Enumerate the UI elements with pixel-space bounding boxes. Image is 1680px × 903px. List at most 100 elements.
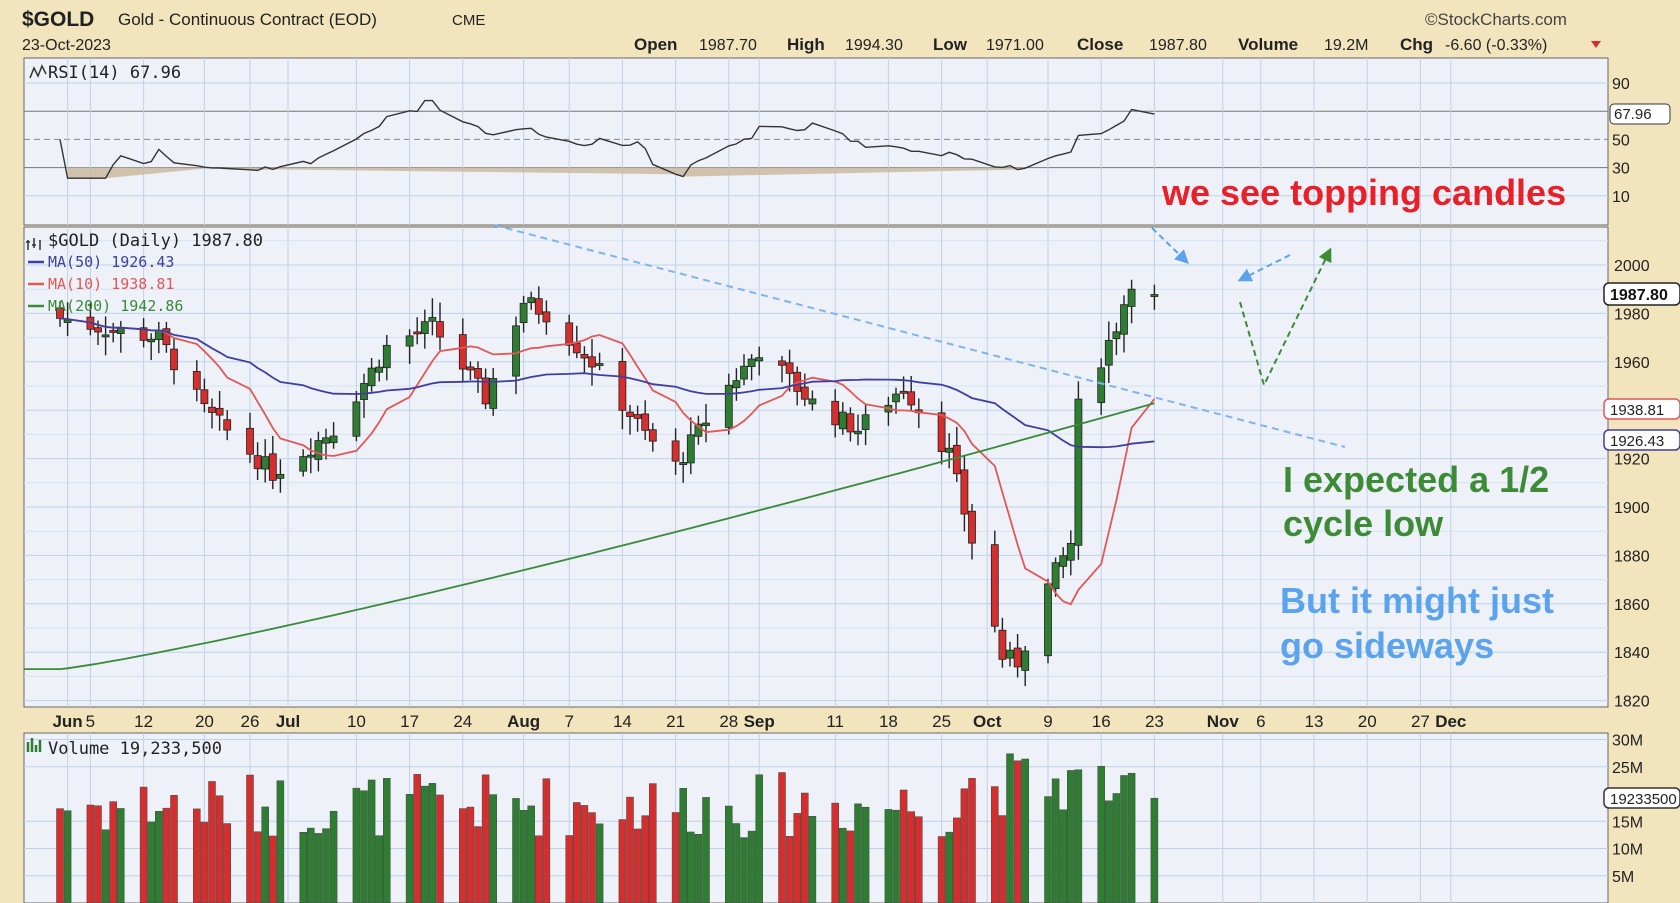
volume-bar — [215, 795, 224, 903]
symbol-title: $GOLD — [22, 8, 94, 31]
candle-up — [360, 383, 368, 400]
candle-up — [945, 447, 954, 453]
candle-down — [94, 327, 102, 333]
ma50-legend: MA(50) 1926.43 — [48, 253, 174, 271]
volume-bar — [1059, 809, 1067, 903]
volume-bar — [907, 811, 915, 903]
volume-bar — [755, 774, 763, 903]
low-value: 1971.00 — [986, 37, 1044, 54]
topping-annotation: we see topping candles — [1161, 172, 1566, 213]
x-tick-label: 28 — [719, 712, 738, 731]
x-tick-label: 20 — [195, 712, 214, 731]
candle-up — [808, 398, 817, 405]
candle-down — [109, 330, 118, 333]
date-label: 23-Oct-2023 — [22, 37, 111, 54]
volume-legend-text: Volume 19,233,500 — [48, 739, 222, 759]
volume-bar — [246, 774, 254, 903]
candle-up — [489, 378, 498, 409]
volume-bar — [276, 780, 285, 903]
volume-label: Volume — [1238, 35, 1298, 54]
candle-up — [1112, 331, 1121, 340]
candle-down — [633, 414, 642, 419]
high-value: 1994.30 — [845, 37, 903, 54]
instrument-name: Gold - Continuous Contract (EOD) — [118, 10, 377, 29]
volume-bar — [953, 817, 961, 903]
x-tick-label: Jul — [276, 712, 301, 731]
candle-up — [1021, 650, 1030, 671]
candle-up — [375, 366, 384, 373]
price-tick-label: 1860 — [1614, 597, 1650, 614]
volume-bar — [86, 804, 95, 903]
down-triangle-icon — [1591, 41, 1601, 48]
volume-bar — [839, 827, 847, 903]
candle-up — [527, 297, 536, 304]
candle-down — [208, 406, 216, 413]
candle-up — [1127, 288, 1136, 307]
volume-bar — [383, 778, 391, 903]
candle-down — [139, 327, 148, 341]
volume-bar — [1067, 770, 1075, 903]
x-tick-label: 24 — [453, 712, 472, 731]
candle-up — [694, 423, 703, 437]
candle-up — [512, 325, 520, 377]
price-tick-label: 1900 — [1614, 500, 1650, 517]
x-tick-label: Oct — [973, 712, 1002, 731]
candle-up — [329, 435, 338, 444]
volume-bar — [208, 781, 216, 903]
volume-bar — [56, 808, 64, 903]
volume-bar — [641, 815, 649, 903]
candle-up — [147, 338, 156, 343]
sideways-annotation-line2: go sideways — [1280, 625, 1494, 666]
volume-bar — [846, 830, 855, 903]
rsi-value-badge: 67.96 — [1609, 103, 1671, 125]
arrow-left-topping — [1151, 227, 1190, 264]
candle-down — [648, 429, 657, 442]
volume-bar — [831, 802, 839, 903]
volume-bar — [618, 819, 627, 903]
x-tick-label: 12 — [134, 712, 153, 731]
volume-bar — [702, 797, 710, 903]
candle-up — [861, 414, 870, 430]
x-tick-label: Dec — [1435, 712, 1466, 731]
candle-up — [1120, 304, 1128, 335]
volume-bar — [367, 779, 376, 903]
volume-bar — [1150, 797, 1159, 903]
volume-bar — [968, 778, 976, 903]
volume-bar — [573, 802, 581, 903]
candle-up — [306, 454, 315, 458]
rsi-legend-text: RSI(14) 67.96 — [48, 63, 181, 83]
volume-bar — [945, 831, 953, 903]
volume-bar — [459, 808, 467, 903]
price-tick-label: 1820 — [1614, 694, 1650, 711]
volume-bar — [352, 787, 361, 903]
x-tick-label: 21 — [666, 712, 685, 731]
candle-up — [1059, 555, 1068, 567]
volume-bar — [580, 805, 589, 903]
volume-tick-label: 5M — [1612, 869, 1634, 886]
candle-up — [1150, 294, 1159, 297]
open-label: Open — [634, 35, 677, 54]
volume-bar — [649, 783, 657, 903]
candle-up — [732, 380, 741, 389]
candle-up — [702, 422, 710, 426]
volume-bar — [1051, 778, 1060, 903]
volume-bar — [193, 808, 201, 903]
volume-bar — [1097, 765, 1105, 903]
candle-down — [899, 390, 908, 394]
candle-down — [466, 366, 475, 371]
descending-trendline — [493, 224, 1346, 448]
open-value: 1987.70 — [699, 37, 757, 54]
volume-bar — [527, 805, 535, 903]
candle-up — [405, 335, 414, 347]
candle-down — [268, 453, 277, 481]
volume-bar — [94, 805, 102, 903]
volume-bar — [519, 810, 528, 903]
volume-bar — [793, 813, 801, 903]
ma200-line — [23, 402, 1155, 671]
candle-up — [352, 401, 361, 437]
candle-up — [740, 365, 748, 380]
price-legend-text: $GOLD (Daily) 1987.80 — [48, 231, 263, 251]
volume-value: 19.2M — [1324, 37, 1368, 54]
x-tick-label: 6 — [1256, 712, 1265, 731]
